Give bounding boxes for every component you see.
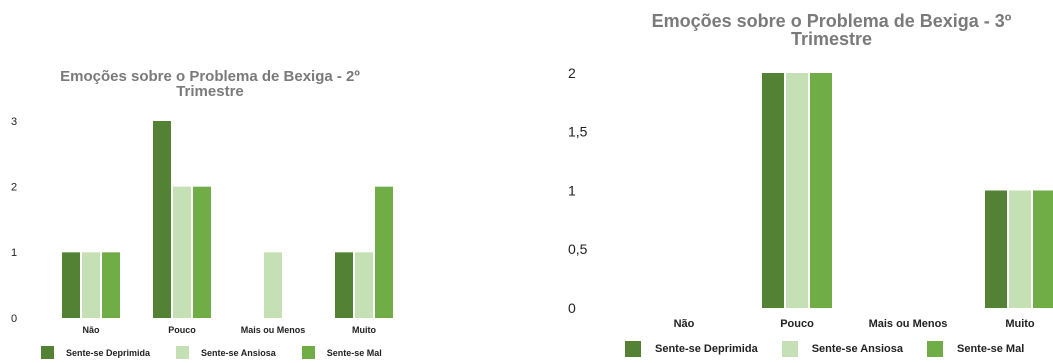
legend-item-deprimida: Sente-se Deprimida: [41, 346, 150, 359]
x-category-label: Muito: [352, 325, 376, 335]
legend-swatch: [625, 341, 641, 357]
y-tick-label: 2: [11, 182, 17, 194]
chart-title: Emoções sobre o Problema de Bexiga - 2º …: [0, 69, 420, 99]
chart-panel-right: Emoções sobre o Problema de Bexiga - 3º …: [560, 0, 1053, 363]
legend: Sente-se Deprimida Sente-se Ansiosa Sent…: [625, 341, 1048, 357]
x-category-label: Pouco: [168, 325, 196, 335]
bar: [335, 252, 353, 318]
legend-label: Sente-se Deprimida: [66, 347, 151, 358]
y-tick-label: 1: [11, 247, 17, 259]
bar: [264, 252, 282, 318]
chart-title-line2: Trimestre: [790, 29, 873, 49]
x-category-label: Não: [82, 325, 100, 335]
bar: [1033, 190, 1053, 308]
bar: [355, 252, 373, 318]
legend-label: Sente-se Mal: [957, 343, 1025, 355]
legend-label: Sente-se Mal: [326, 347, 382, 358]
x-category-label: Mais ou Menos: [241, 325, 306, 335]
bar: [153, 121, 171, 318]
bar: [193, 186, 211, 318]
legend-item-mal: Sente-se Mal: [301, 346, 382, 359]
chart-title-line2: Trimestre: [176, 83, 244, 100]
bar: [1009, 190, 1031, 308]
bar-chart-left: 0 1 2 3 Não Pouco Mais ou Menos Muito: [11, 116, 393, 335]
chart-title: Emoções sobre o Problema de Bexiga - 3º …: [610, 12, 1053, 48]
legend-label: Sente-se Deprimida: [655, 343, 758, 355]
chart-title-line1: Emoções sobre o Problema de Bexiga - 3º: [651, 11, 1012, 31]
legend-swatch: [301, 346, 315, 359]
y-tick-label: 2: [568, 65, 576, 81]
bar: [102, 252, 120, 318]
y-tick-label: 0: [11, 313, 17, 325]
bar: [82, 252, 100, 318]
legend: Sente-se Deprimida Sente-se Ansiosa Sent…: [41, 346, 408, 359]
chart-panel-left: Emoções sobre o Problema de Bexiga - 2º …: [0, 0, 420, 363]
bar-chart-right: 0 0,5 1 1,5 2 Não Pouco Mais ou Menos Muito: [568, 65, 1053, 330]
y-tick-label: 0,5: [568, 241, 588, 257]
legend-swatch: [41, 346, 54, 359]
bar: [786, 73, 808, 308]
x-category-label: Pouco: [780, 318, 814, 330]
x-category-label: Muito: [1005, 318, 1035, 330]
bar: [375, 186, 393, 318]
legend-item-ansiosa: Sente-se Ansiosa: [176, 346, 276, 359]
legend-item-mal: Sente-se Mal: [927, 341, 1024, 357]
y-tick-label: 0: [568, 300, 576, 316]
bar: [173, 186, 191, 318]
bar: [985, 190, 1007, 308]
legend-label: Sente-se Ansiosa: [201, 347, 276, 358]
bar: [810, 73, 832, 308]
bar: [762, 73, 784, 308]
bar: [62, 252, 80, 318]
legend-item-ansiosa: Sente-se Ansiosa: [781, 341, 903, 357]
legend-swatch: [781, 341, 798, 357]
chart-title-line1: Emoções sobre o Problema de Bexiga - 2º: [60, 68, 360, 85]
x-category-label: Não: [674, 318, 695, 330]
y-tick-label: 3: [11, 116, 17, 128]
x-category-label: Mais ou Menos: [869, 318, 948, 330]
legend-label: Sente-se Ansiosa: [811, 343, 903, 355]
legend-item-deprimida: Sente-se Deprimida: [625, 341, 758, 357]
legend-swatch: [927, 341, 943, 357]
legend-swatch: [176, 346, 190, 359]
y-tick-label: 1: [568, 182, 576, 198]
y-tick-label: 1,5: [568, 124, 588, 140]
